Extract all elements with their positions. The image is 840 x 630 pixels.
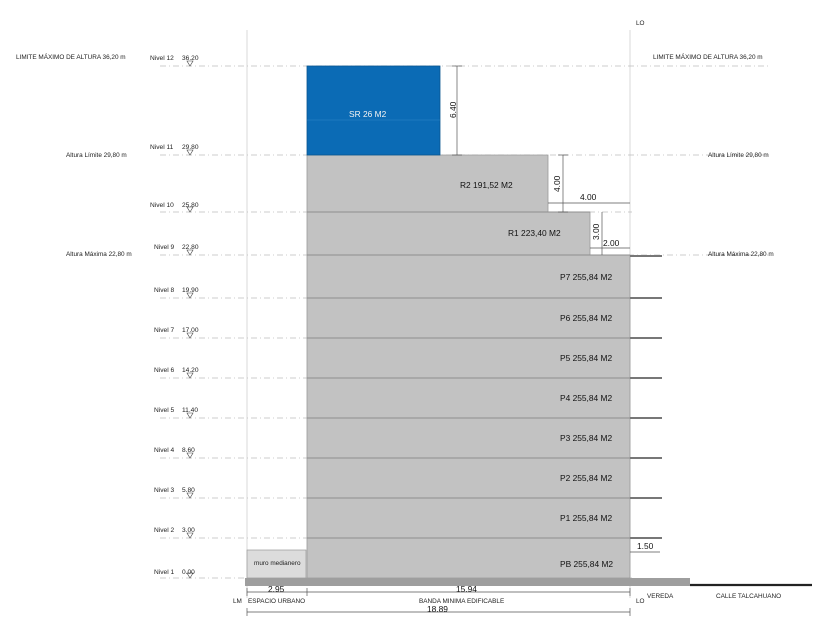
level-name: Nivel 10: [150, 202, 174, 209]
level-elev: 11.40: [182, 407, 198, 414]
floor-label-p7: P7 255,84 M2: [560, 272, 612, 282]
dim-r1-setback: 2.00: [603, 238, 620, 248]
dim-r1-height: 3.00: [591, 223, 601, 240]
level-elev: 5.80: [182, 487, 195, 494]
lm-label: LM: [233, 598, 242, 605]
level-name: Nivel 6: [154, 367, 174, 374]
level-name: Nivel 5: [154, 407, 174, 414]
level-elev: 14.20: [182, 367, 199, 374]
muro-medianero-label: muro medianero: [254, 560, 301, 567]
level-name: Nivel 2: [154, 527, 174, 534]
level-labels: Nivel 12 36.20 Nivel 11 29.80 Nivel 10 2…: [150, 55, 199, 576]
vereda-label: VEREDA: [647, 593, 674, 600]
floor-label-r1: R1 223,40 M2: [508, 228, 561, 238]
level-markers: [186, 60, 194, 579]
level-elev: 29.80: [182, 144, 199, 151]
banda-label: BANDA MINIMA EDIFICABLE: [419, 598, 504, 605]
floor-label-sr: SR 26 M2: [349, 109, 387, 119]
dim-pb-offset: 1.50: [637, 541, 654, 551]
altura-maxima-right-label: Altura Máxima 22,80 m: [708, 251, 774, 258]
altura-limite-right-label: Altura Límite 29,80 m: [708, 152, 769, 159]
level-name: Nivel 3: [154, 487, 174, 494]
level-name: Nivel 4: [154, 447, 174, 454]
balcony-slabs: [630, 255, 662, 539]
level-name: Nivel 7: [154, 327, 174, 334]
muro-medianero: [246, 549, 307, 579]
dimension-lines: [246, 65, 660, 616]
dim-r2-setback: 4.00: [580, 192, 597, 202]
sr-roof-block: [306, 65, 441, 156]
floor-label-p1: P1 255,84 M2: [560, 513, 612, 523]
floor-area-labels: SR 26 M2 R2 191,52 M2 R1 223,40 M2 P7 25…: [349, 109, 613, 569]
level-elev: 8.60: [182, 447, 195, 454]
level-elev: 0.00: [182, 569, 195, 576]
floor-label-r2: R2 191,52 M2: [460, 180, 513, 190]
limite-left-label: LIMITE MÁXIMO DE ALTURA 36,20 m: [16, 52, 126, 61]
level-elev: 22.80: [182, 244, 199, 251]
level-elev: 17.00: [182, 327, 199, 334]
level-elev: 19.90: [182, 287, 199, 294]
espacio-urbano-label: ESPACIO URBANO: [248, 598, 305, 605]
level-name: Nivel 12: [150, 55, 174, 62]
dim-r2-height: 4.00: [552, 175, 562, 192]
dim-banda-width: 15.94: [456, 584, 477, 594]
level-name: Nivel 9: [154, 244, 174, 251]
limite-right-label: LIMITE MÁXIMO DE ALTURA 36,20 m: [653, 52, 763, 61]
level-elev: 25.80: [182, 202, 199, 209]
floor-label-p6: P6 255,84 M2: [560, 313, 612, 323]
floor-label-p4: P4 255,84 M2: [560, 393, 612, 403]
floor-dividers: [307, 211, 630, 539]
level-name: Nivel 8: [154, 287, 174, 294]
floor-label-p5: P5 255,84 M2: [560, 353, 612, 363]
floor-label-pb: PB 255,84 M2: [560, 559, 613, 569]
level-elev: 36.20: [182, 55, 199, 62]
lo-top-label: LO: [636, 20, 645, 27]
level-name: Nivel 11: [150, 144, 174, 151]
dim-sr-height: 6.40: [448, 101, 458, 118]
floor-label-p3: P3 255,84 M2: [560, 433, 612, 443]
level-elev: 3.00: [182, 527, 195, 534]
altura-maxima-left-label: Altura Máxima 22,80 m: [66, 251, 132, 258]
level-name: Nivel 1: [154, 569, 174, 576]
altura-limite-left-label: Altura Límite 29,80 m: [66, 152, 127, 159]
floor-label-p2: P2 255,84 M2: [560, 473, 612, 483]
ground-slab: [245, 578, 690, 586]
calle-label: CALLE TALCAHUANO: [716, 593, 781, 600]
lo-bottom-label: LO: [636, 598, 645, 605]
dim-total-width: 18.89: [427, 604, 448, 614]
dim-espacio-width: 2.95: [268, 584, 285, 594]
